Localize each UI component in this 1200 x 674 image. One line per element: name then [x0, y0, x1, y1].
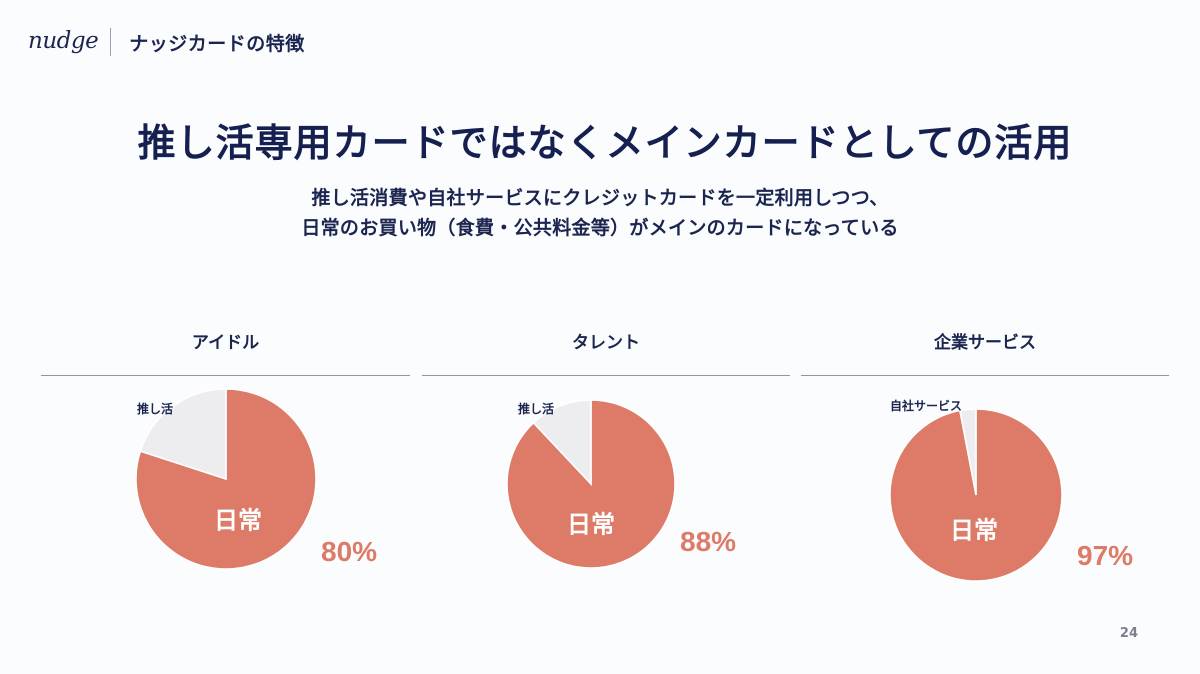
pie-slice-minor — [959, 408, 977, 496]
minor-slice-label: 推し活 — [518, 402, 555, 416]
pie-slice-minor — [139, 388, 227, 481]
section-title: ナッジカードの特徴 — [129, 32, 305, 55]
major-slice-label: 日常 — [567, 510, 615, 539]
subtitle-line-2: 日常のお買い物（食費・公共料金等）がメインのカードになっている — [301, 217, 899, 239]
pie-chart — [506, 399, 676, 569]
nudge-logo: nudge — [28, 28, 99, 54]
chart-divider — [801, 375, 1169, 376]
chart-talent: タレント 推し活 日常 88% — [422, 320, 790, 610]
subtitle-line-1: 推し活消費や自社サービスにクレジットカードを一定利用しつつ、 — [311, 187, 889, 209]
chart-title: 企業サービス — [934, 333, 1036, 353]
pie-chart — [135, 388, 317, 570]
chart-title: アイドル — [191, 333, 260, 353]
minor-slice-label: 自社サービス — [890, 399, 963, 413]
percent-label: 88% — [680, 526, 737, 557]
page-number: 24 — [1119, 626, 1138, 641]
pie-chart — [889, 408, 1063, 582]
chart-corporate-service: 企業サービス 自社サービス 日常 97% — [801, 320, 1169, 610]
chart-divider — [422, 375, 790, 376]
percent-label: 80% — [321, 536, 378, 567]
subtitle: 推し活消費や自社サービスにクレジットカードを一定利用しつつ、 日常のお買い物（食… — [0, 183, 1200, 243]
pie-slice-minor — [532, 399, 592, 486]
chart-title: タレント — [572, 333, 640, 353]
percent-label: 97% — [1077, 540, 1134, 571]
chart-idol: アイドル 推し活 日常 80% — [41, 320, 410, 610]
slide-header: nudge ナッジカードの特徴 — [28, 24, 305, 60]
major-slice-label: 日常 — [214, 506, 262, 535]
pie-slice-major — [506, 399, 676, 569]
chart-divider — [41, 375, 410, 376]
header-divider — [110, 28, 112, 56]
major-slice-label: 日常 — [950, 516, 998, 545]
main-title: 推し活専用カードではなくメインカードとしての活用 — [137, 121, 1073, 165]
minor-slice-label: 推し活 — [137, 402, 174, 416]
